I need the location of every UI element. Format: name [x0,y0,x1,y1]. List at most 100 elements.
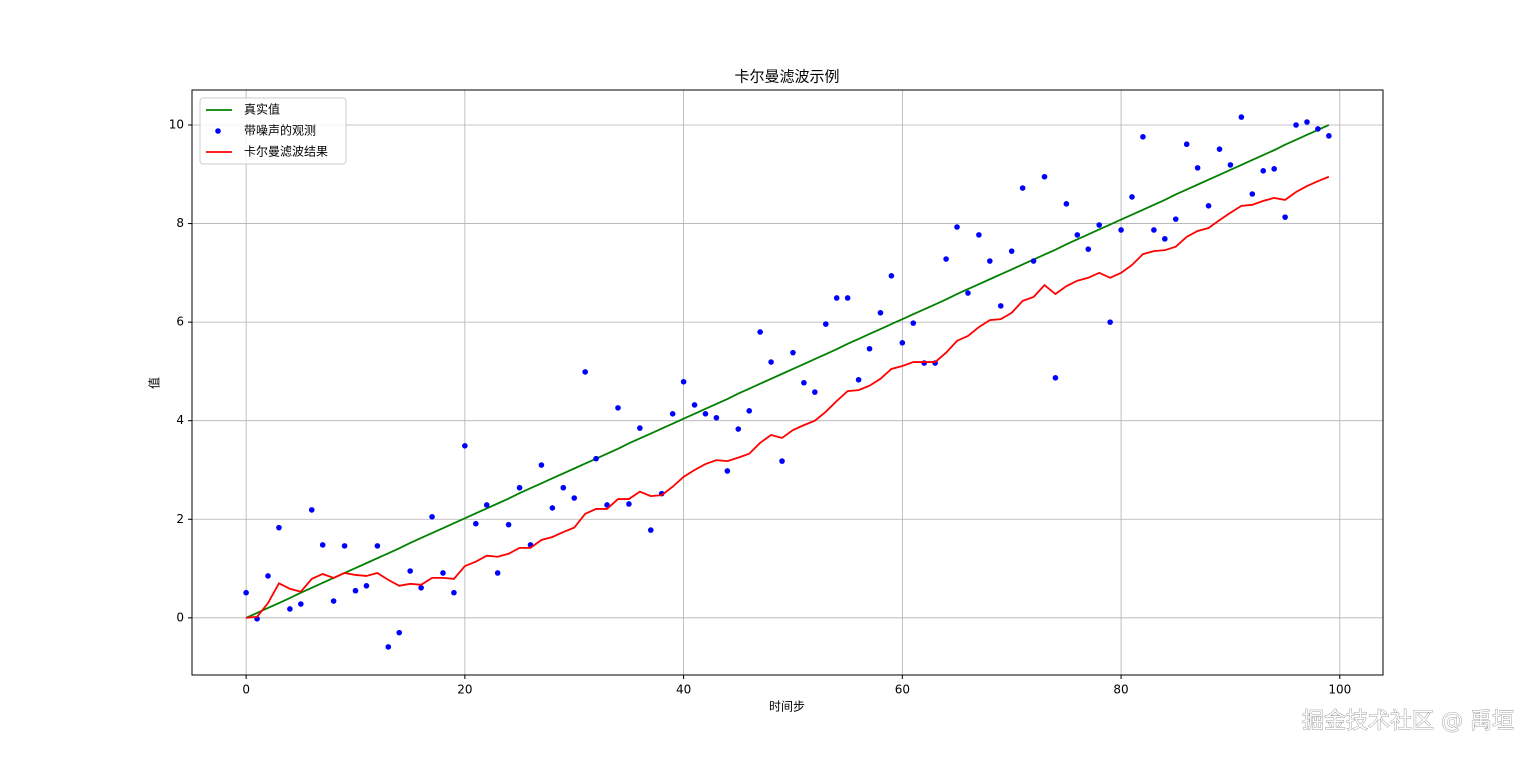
data-point [812,389,818,395]
data-point [822,321,829,327]
data-point [473,520,479,527]
data-point [757,329,763,335]
data-point [341,543,348,549]
data-point [1041,173,1048,180]
y-tick-label: 2 [176,512,184,526]
data-point [308,507,315,513]
data-point [713,414,720,421]
data-point [987,258,993,264]
data-point [866,345,873,352]
data-point [440,570,446,576]
data-point [801,379,807,386]
data-point [1008,248,1015,254]
data-point [1129,194,1135,200]
data-point [516,484,523,491]
data-point [363,582,370,589]
data-point [691,402,698,408]
data-point [352,587,359,594]
data-point [483,502,490,508]
data-point [680,378,687,385]
data-point [746,408,753,414]
data-point [319,542,326,548]
data-point [768,359,774,365]
data-point [1238,114,1245,120]
x-tick-label: 60 [895,683,910,697]
data-point [1194,165,1201,171]
data-point [1271,166,1277,172]
legend-box [199,97,347,165]
data-point [1172,216,1179,222]
data-point [1151,227,1157,233]
data-point [1118,227,1124,233]
data-point [593,455,599,462]
data-point [943,256,949,262]
data-point [954,224,960,230]
data-point [560,484,567,491]
series-line [245,124,1330,619]
legend-label: 卡尔曼滤波结果 [244,144,328,159]
data-point [1096,222,1102,228]
x-tick-label: 20 [457,683,472,697]
data-point [637,425,643,431]
data-point [626,501,632,507]
data-point [494,570,501,576]
data-point [910,320,917,326]
data-point [1063,201,1070,207]
data-point [1216,146,1223,152]
chart-title: 卡尔曼滤波示例 [734,68,839,86]
data-point [385,644,392,650]
data-point [844,295,851,301]
data-point [276,524,282,531]
data-point [702,410,709,417]
data-point [1315,126,1321,132]
y-axis-label: 值 [147,377,162,389]
data-point [604,502,610,508]
data-point [669,410,676,417]
x-tick-label: 0 [242,683,250,697]
data-point [647,527,654,533]
data-point [1326,133,1332,139]
x-tick-label: 80 [1113,683,1128,697]
data-point [538,462,545,468]
x-axis-label: 时间步 [769,700,805,714]
y-tick-label: 6 [176,315,184,329]
data-point [429,513,435,520]
data-point [407,568,413,574]
data-point [374,543,381,549]
y-tick-label: 8 [176,216,184,230]
data-point [1183,141,1190,148]
data-point [1205,203,1212,209]
watermark: 掘金技术社区 @ 禹垣 [1302,709,1514,734]
data-point [1282,214,1288,220]
plot-frame [191,89,1384,676]
y-tick-label: 10 [169,117,184,131]
legend-label: 带噪声的观测 [244,123,316,138]
data-point [265,573,271,579]
data-point [1162,236,1168,242]
legend-label: 真实值 [244,102,280,117]
data-point [462,443,468,449]
data-point [1019,185,1026,191]
data-point [298,601,304,607]
data-point [451,589,457,596]
y-tick-label: 0 [176,610,184,624]
data-point [921,360,928,366]
data-point [790,349,796,356]
data-point [1304,119,1310,125]
data-point [833,295,840,301]
data-point [735,426,742,432]
x-tick-label: 40 [676,683,691,697]
data-point [287,606,293,612]
data-point [779,458,785,464]
data-point [888,273,895,279]
data-point [418,584,424,591]
data-point [997,303,1004,309]
data-point [1140,134,1146,140]
data-point [855,376,862,383]
data-point [330,598,337,604]
data-point [1260,168,1267,174]
legend-marker [215,128,221,134]
y-tick-label: 4 [176,413,184,427]
